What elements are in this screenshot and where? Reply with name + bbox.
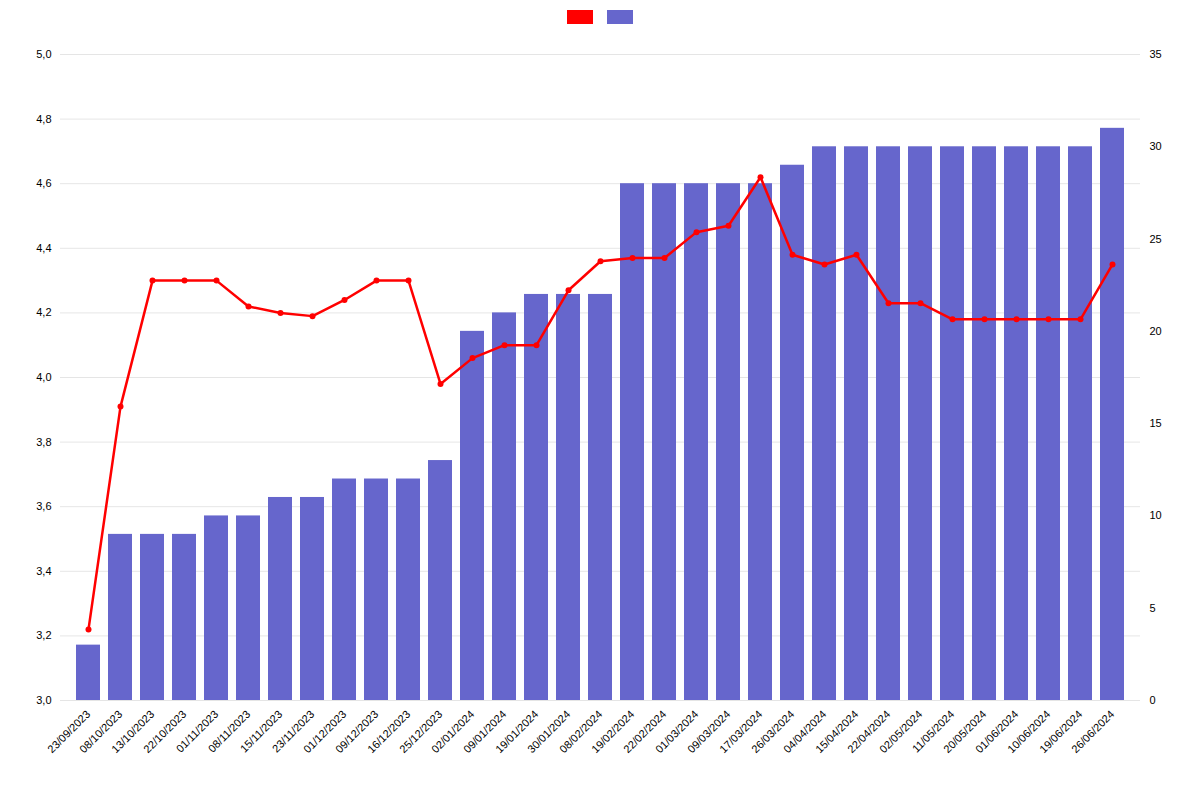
svg-text:10: 10 (1150, 509, 1162, 521)
svg-text:13/10/2023: 13/10/2023 (109, 707, 157, 756)
svg-text:01/11/2023: 01/11/2023 (173, 707, 221, 755)
svg-text:4,4: 4,4 (36, 242, 51, 254)
svg-text:09/12/2023: 09/12/2023 (333, 707, 381, 756)
svg-text:19/01/2024: 19/01/2024 (493, 707, 541, 756)
svg-text:30: 30 (1150, 140, 1162, 152)
svg-text:08/10/2023: 08/10/2023 (77, 707, 125, 756)
svg-text:23/09/2023: 23/09/2023 (45, 707, 93, 756)
svg-text:22/04/2024: 22/04/2024 (845, 707, 893, 756)
svg-text:25: 25 (1150, 233, 1162, 245)
svg-text:3,8: 3,8 (36, 436, 51, 448)
svg-text:19/02/2024: 19/02/2024 (589, 707, 637, 756)
svg-text:02/05/2024: 02/05/2024 (877, 707, 925, 756)
svg-text:10/06/2024: 10/06/2024 (1005, 707, 1053, 756)
svg-text:26/03/2024: 26/03/2024 (749, 707, 797, 756)
svg-text:15/11/2023: 15/11/2023 (237, 707, 285, 755)
svg-text:20/05/2024: 20/05/2024 (941, 707, 989, 756)
svg-text:3,4: 3,4 (36, 565, 51, 577)
svg-text:0: 0 (1150, 694, 1156, 706)
svg-text:5: 5 (1150, 602, 1156, 614)
svg-text:4,6: 4,6 (36, 177, 51, 189)
svg-text:20: 20 (1150, 325, 1162, 337)
svg-text:16/12/2023: 16/12/2023 (365, 707, 413, 756)
svg-text:09/03/2024: 09/03/2024 (685, 707, 733, 756)
svg-text:08/11/2023: 08/11/2023 (205, 707, 253, 755)
svg-text:30/01/2024: 30/01/2024 (525, 707, 573, 756)
svg-text:22/02/2024: 22/02/2024 (621, 707, 669, 756)
svg-text:26/06/2024: 26/06/2024 (1069, 708, 1116, 755)
svg-text:04/04/2024: 04/04/2024 (781, 707, 829, 756)
svg-text:19/06/2024: 19/06/2024 (1037, 707, 1085, 756)
svg-text:09/01/2024: 09/01/2024 (461, 707, 509, 756)
svg-text:4,0: 4,0 (36, 371, 51, 383)
svg-text:3,6: 3,6 (36, 500, 51, 512)
svg-text:01/06/2024: 01/06/2024 (973, 707, 1021, 756)
svg-text:15: 15 (1150, 417, 1162, 429)
svg-text:02/01/2024: 02/01/2024 (429, 707, 477, 756)
svg-text:23/11/2023: 23/11/2023 (269, 707, 317, 755)
svg-text:01/03/2024: 01/03/2024 (653, 707, 701, 756)
svg-text:4,8: 4,8 (36, 113, 51, 125)
svg-text:17/03/2024: 17/03/2024 (717, 707, 765, 756)
svg-text:25/12/2023: 25/12/2023 (397, 707, 445, 756)
svg-text:3,2: 3,2 (36, 629, 51, 641)
svg-text:15/04/2024: 15/04/2024 (813, 707, 861, 756)
svg-text:11/05/2024: 11/05/2024 (909, 707, 957, 755)
svg-text:4,2: 4,2 (36, 306, 51, 318)
svg-text:01/12/2023: 01/12/2023 (301, 707, 349, 756)
svg-text:35: 35 (1150, 48, 1162, 60)
svg-text:22/10/2023: 22/10/2023 (141, 707, 189, 756)
svg-text:5,0: 5,0 (36, 48, 51, 60)
svg-text:08/02/2024: 08/02/2024 (557, 707, 605, 756)
svg-text:3,0: 3,0 (36, 694, 51, 706)
